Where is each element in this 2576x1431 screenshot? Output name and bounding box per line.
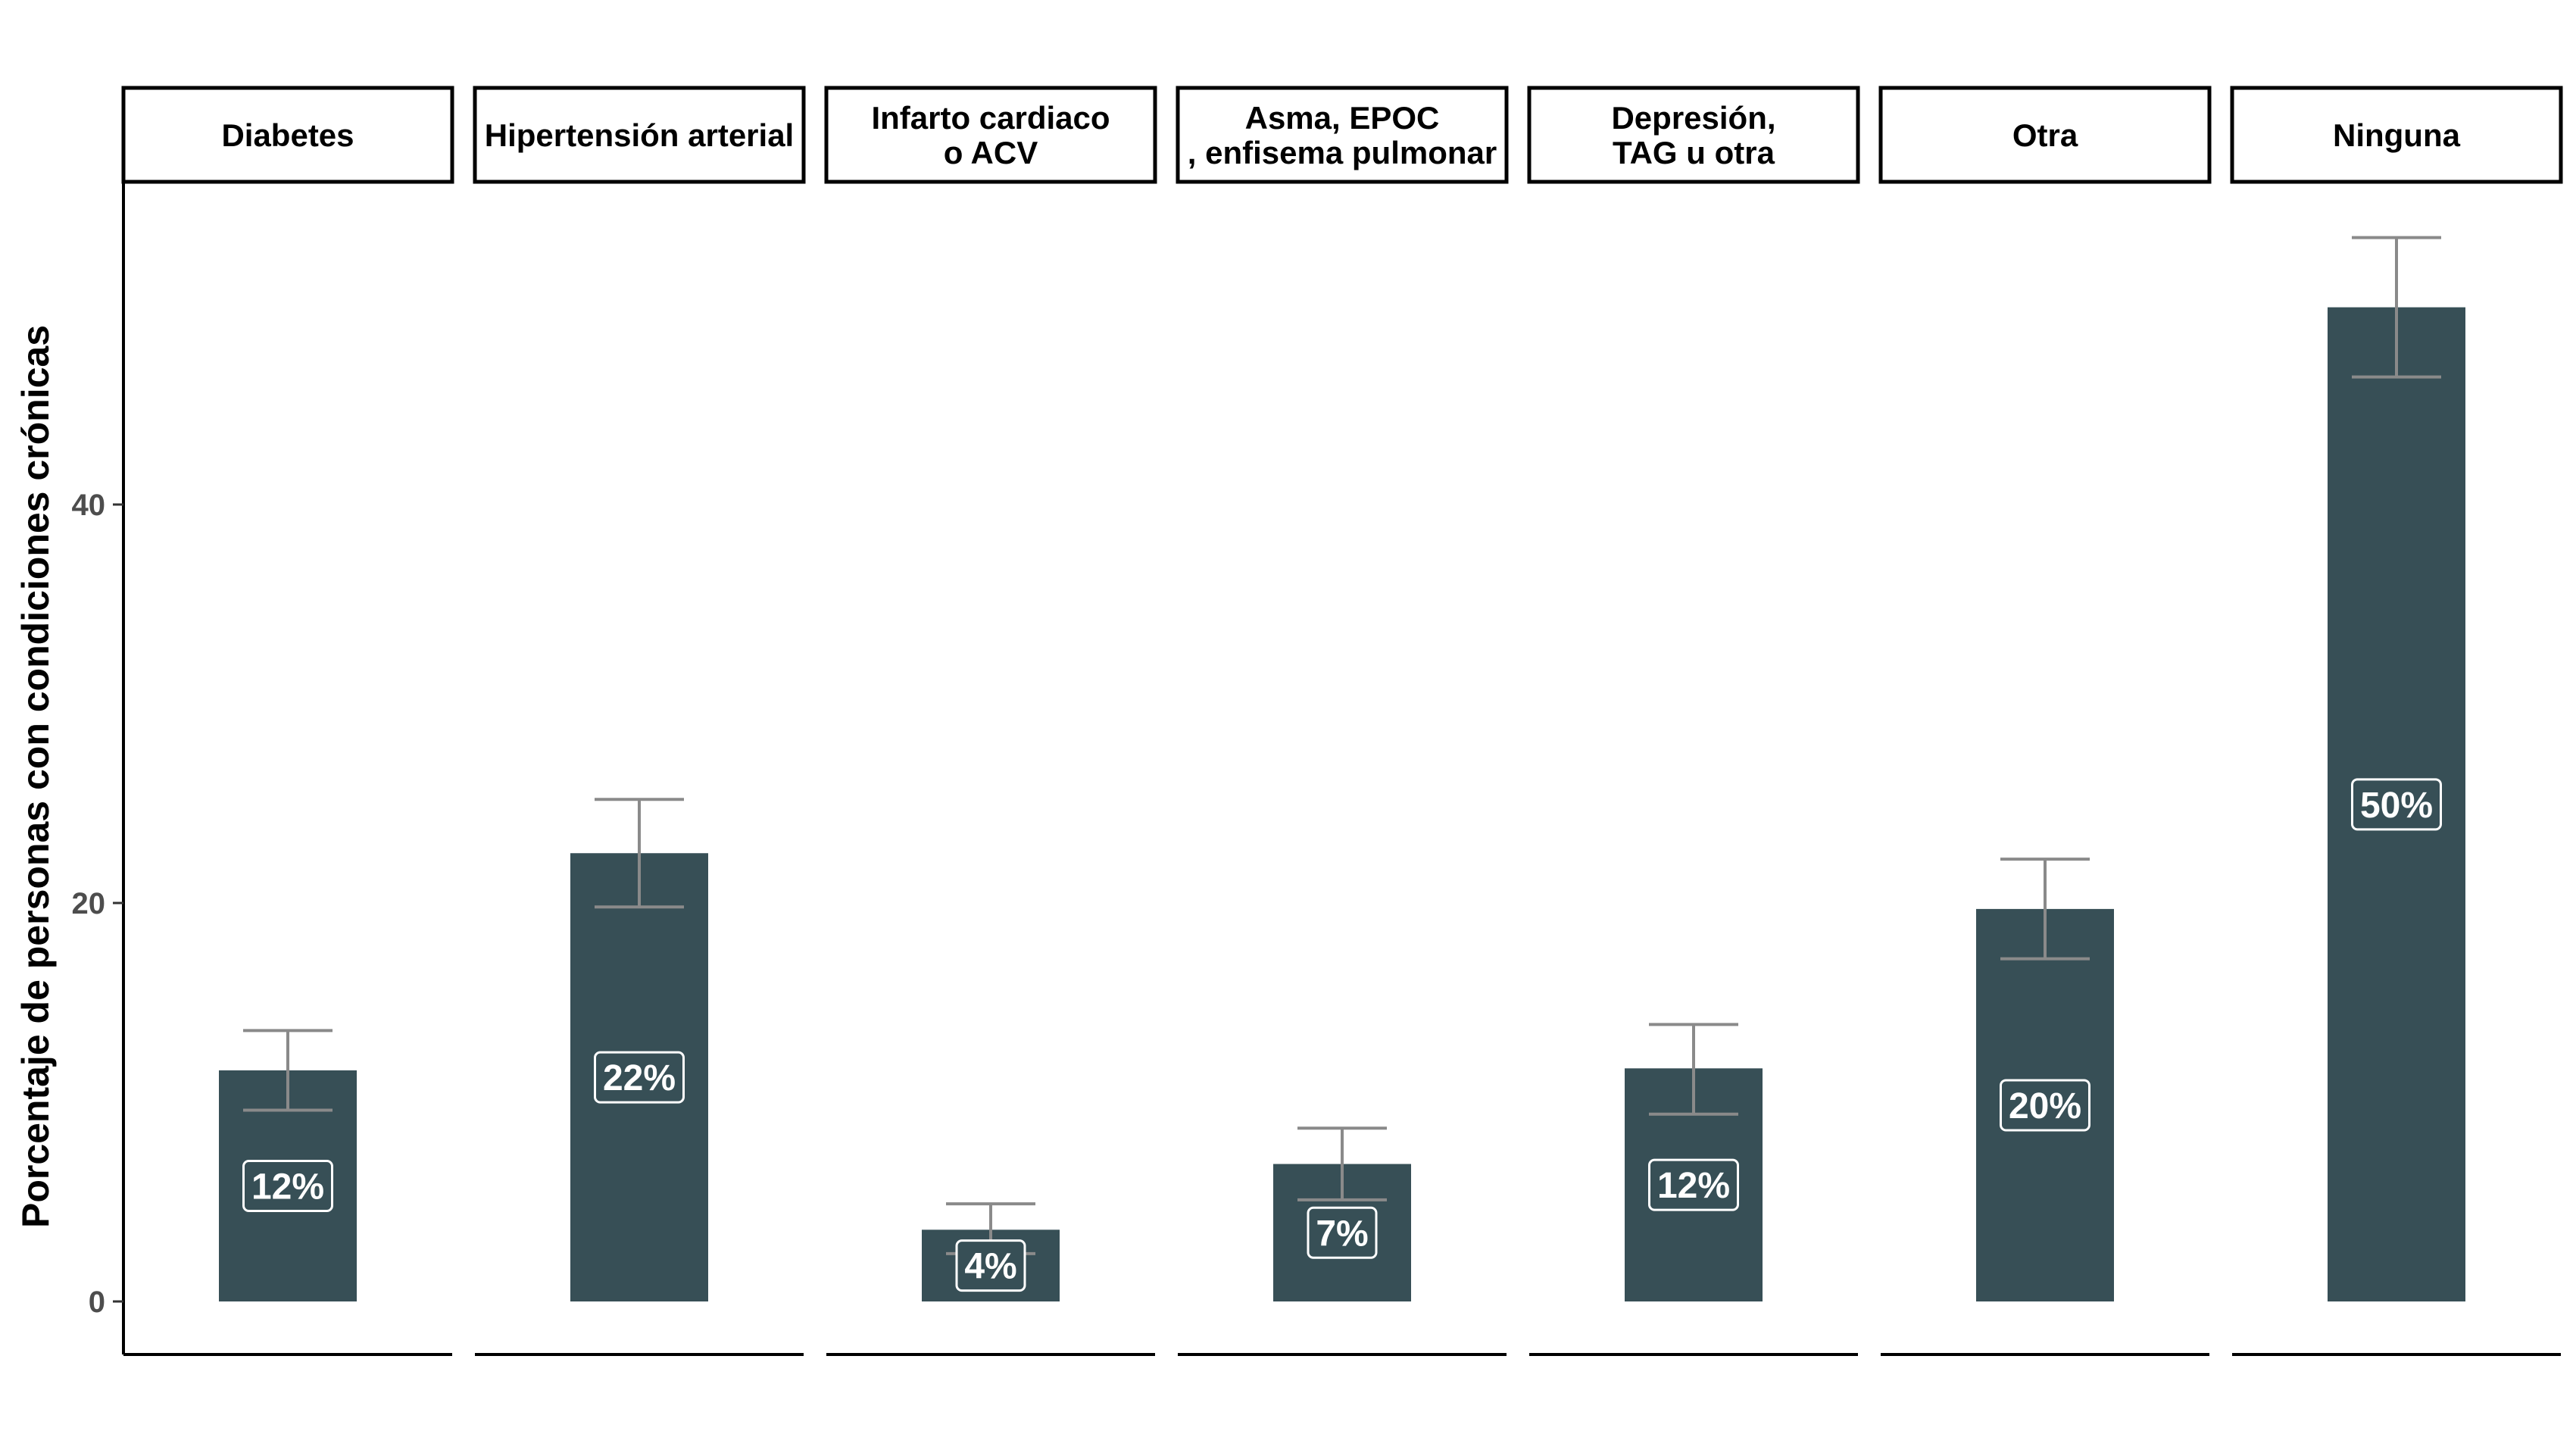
facet-strip-label: TAG u otra bbox=[1613, 135, 1775, 170]
data-label: 50% bbox=[2360, 786, 2433, 826]
facet-strip-label: Diabetes bbox=[221, 117, 354, 153]
facet-panel: Depresión,TAG u otra 12% bbox=[1527, 86, 1860, 1356]
error-bar bbox=[1649, 1023, 1738, 1116]
facet-strip-label: , enfisema pulmonar bbox=[1188, 135, 1497, 170]
facet-strip bbox=[1527, 86, 1860, 184]
facet-panel: Asma, EPOC, enfisema pulmonar 7% bbox=[1176, 86, 1509, 1356]
data-label-box bbox=[2351, 778, 2442, 831]
facet-strip bbox=[473, 86, 806, 184]
data-label: 12% bbox=[251, 1167, 324, 1207]
data-label: 4% bbox=[964, 1247, 1016, 1287]
data-label-box bbox=[594, 1051, 685, 1104]
error-bar bbox=[243, 1029, 333, 1112]
data-label-box bbox=[242, 1159, 333, 1212]
y-tick-label: 40 bbox=[72, 489, 106, 522]
data-label: 22% bbox=[603, 1058, 676, 1098]
facet-panel: Diabetes 12% bbox=[121, 86, 454, 1356]
facet-strip bbox=[824, 86, 1157, 184]
error-bar bbox=[1297, 1126, 1387, 1201]
facet-panel: Ninguna 50% bbox=[2230, 86, 2563, 1356]
data-label: 7% bbox=[1316, 1214, 1368, 1254]
data-label: 20% bbox=[2009, 1086, 2081, 1126]
facet-strip-label: Asma, EPOC bbox=[1245, 100, 1440, 136]
error-bar bbox=[2000, 858, 2090, 961]
data-label-box bbox=[2000, 1079, 2090, 1132]
facet-panel: Hipertensión arterial 22% bbox=[473, 86, 806, 1356]
y-axis: 0 20 40 bbox=[72, 183, 125, 1354]
facet-strip-label: Ninguna bbox=[2333, 117, 2461, 153]
facet-strip-label: Depresión, bbox=[1611, 100, 1775, 136]
y-tick-label: 0 bbox=[89, 1286, 105, 1319]
y-tick-label: 20 bbox=[72, 887, 106, 920]
data-label-box bbox=[955, 1239, 1026, 1292]
error-bar bbox=[2352, 236, 2441, 379]
facet-strip bbox=[1878, 86, 2212, 184]
data-label-box bbox=[1648, 1158, 1739, 1211]
facet-strip-label: o ACV bbox=[944, 135, 1038, 170]
facet-strip bbox=[2230, 86, 2563, 184]
data-label: 12% bbox=[1657, 1166, 1730, 1206]
facet-strip-label: Otra bbox=[2012, 117, 2078, 153]
facet-panel: Otra 20% bbox=[1878, 86, 2212, 1356]
error-bar bbox=[595, 798, 684, 909]
facet-strip-label: Hipertensión arterial bbox=[485, 117, 794, 153]
facet-strip-label: Infarto cardiaco bbox=[871, 100, 1110, 136]
facet-panels: Diabetes 12% Hipertensión arterial 22% Infar… bbox=[121, 86, 2563, 1356]
data-label-box bbox=[1307, 1206, 1378, 1259]
y-axis-label: Porcentaje de personas con condiciones c… bbox=[14, 325, 57, 1228]
facet-strip bbox=[1176, 86, 1509, 184]
facet-strip bbox=[121, 86, 454, 184]
